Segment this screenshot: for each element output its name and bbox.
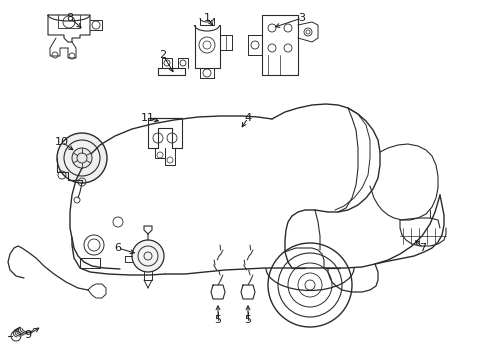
Text: 4: 4 xyxy=(244,113,251,123)
Text: 8: 8 xyxy=(66,13,73,23)
Text: 1: 1 xyxy=(203,13,210,23)
Text: 7: 7 xyxy=(419,243,426,253)
Text: 10: 10 xyxy=(55,137,69,147)
Text: 5: 5 xyxy=(244,315,251,325)
Text: 5: 5 xyxy=(214,315,221,325)
Text: 9: 9 xyxy=(24,330,32,340)
Circle shape xyxy=(57,133,107,183)
Text: 11: 11 xyxy=(141,113,155,123)
Circle shape xyxy=(132,240,163,272)
Circle shape xyxy=(72,148,92,168)
Text: 6: 6 xyxy=(114,243,121,253)
Text: 2: 2 xyxy=(159,50,166,60)
Text: 3: 3 xyxy=(298,13,305,23)
